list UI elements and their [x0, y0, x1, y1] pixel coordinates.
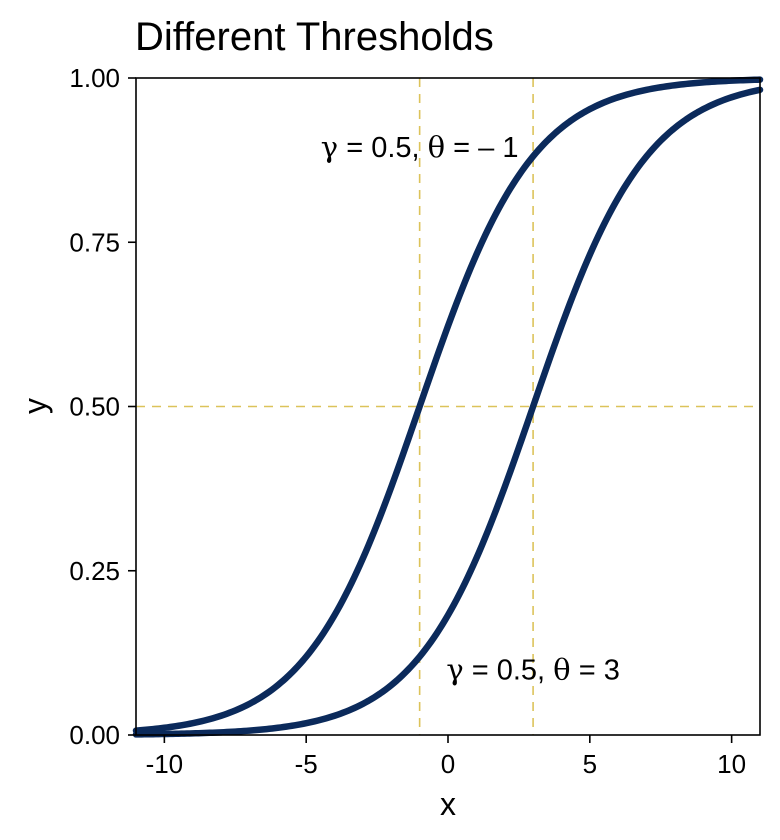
x-tick-label-3: 5: [583, 749, 597, 779]
series-line-1: [132, 76, 764, 734]
y-tick-label-1: 0.25: [69, 556, 120, 586]
y-tick-label-3: 0.75: [69, 227, 120, 257]
series-line-2: [132, 86, 764, 738]
chart-title: Different Thresholds: [135, 15, 494, 59]
y-tick-label-0: 0.00: [69, 720, 120, 750]
annotation-1: γ = 0.5, θ = – 1: [321, 130, 519, 164]
x-tick-label-4: 10: [717, 749, 746, 779]
annotations: γ = 0.5, θ = – 1 γ = 0.5, θ = 3: [321, 130, 620, 686]
x-axis: -10 -5 0 5 10: [146, 735, 746, 779]
y-tick-label-4: 1.00: [69, 63, 120, 93]
y-axis: 0.00 0.25 0.50 0.75 1.00: [69, 63, 136, 750]
y-axis-label: y: [17, 398, 53, 414]
x-axis-label: x: [440, 786, 456, 822]
reference-lines: [136, 78, 760, 735]
annotation-2: γ = 0.5, θ = 3: [446, 652, 619, 686]
y-tick-label-2: 0.50: [69, 392, 120, 422]
x-tick-label-2: 0: [441, 749, 455, 779]
x-tick-label-1: -5: [295, 749, 318, 779]
x-tick-label-0: -10: [146, 749, 184, 779]
curves: [132, 76, 764, 738]
